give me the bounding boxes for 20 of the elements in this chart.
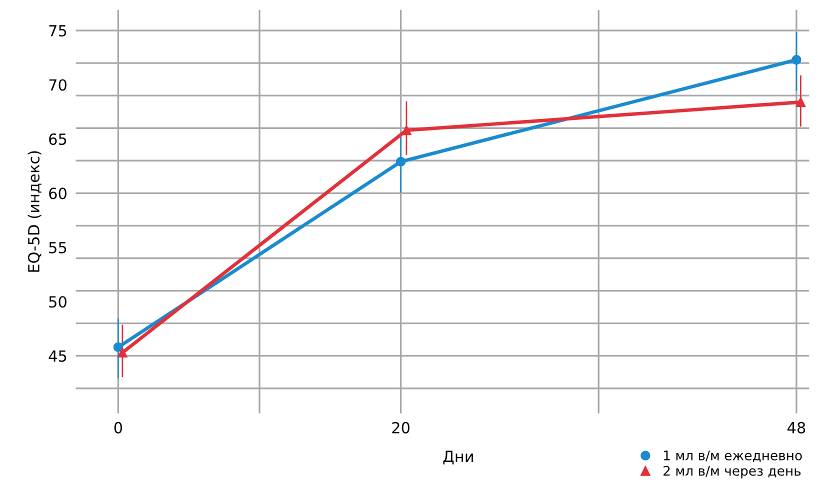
point xyxy=(118,348,128,358)
y-axis-title: EQ-5D (индекс) xyxy=(28,151,42,272)
y-tick-label: 50 xyxy=(49,296,66,308)
point xyxy=(792,54,802,65)
y-tick-label: 75 xyxy=(49,25,66,37)
x-tick-label: 20 xyxy=(392,422,410,434)
y-tick-label: 70 xyxy=(49,79,66,91)
point xyxy=(796,97,806,107)
x-axis-title: Дни xyxy=(443,450,473,464)
legend-label: 2 мл в/м через день xyxy=(664,466,801,478)
y-tick-label: 55 xyxy=(49,242,66,254)
x-tick-label: 0 xyxy=(114,422,122,434)
y-tick-label: 45 xyxy=(48,350,66,362)
point xyxy=(113,342,124,352)
y-tick-label: 60 xyxy=(49,188,66,200)
point xyxy=(402,125,412,136)
point xyxy=(396,156,406,167)
legend-label: 1 мл в/м ежедневно xyxy=(664,450,802,462)
x-tick-label: 48 xyxy=(787,422,806,434)
y-tick-label: 65 xyxy=(49,133,66,145)
